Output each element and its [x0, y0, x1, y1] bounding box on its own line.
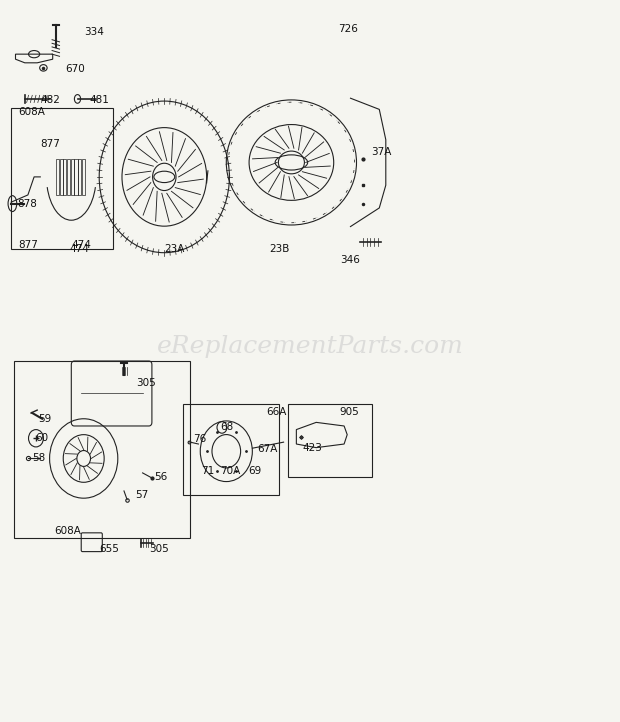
Text: 608A: 608A	[55, 526, 81, 536]
Text: 57: 57	[135, 490, 148, 500]
Text: 58: 58	[32, 453, 45, 464]
Text: 305: 305	[136, 378, 156, 388]
Text: 655: 655	[99, 544, 119, 554]
Text: 69: 69	[248, 466, 261, 476]
Text: 71: 71	[202, 466, 215, 476]
Text: 482: 482	[40, 95, 60, 105]
Text: 56: 56	[154, 471, 167, 482]
Text: 334: 334	[84, 27, 104, 38]
Text: 59: 59	[38, 414, 51, 424]
Text: 23B: 23B	[270, 244, 290, 254]
Text: 423: 423	[303, 443, 322, 453]
Text: 905: 905	[340, 406, 360, 417]
Text: 76: 76	[193, 434, 206, 444]
Text: 67A: 67A	[257, 444, 278, 454]
Text: 877: 877	[19, 240, 38, 251]
Text: 66A: 66A	[267, 406, 287, 417]
Text: 877: 877	[40, 139, 60, 149]
Text: 37A: 37A	[371, 147, 391, 157]
Text: 608A: 608A	[19, 107, 45, 117]
Text: 481: 481	[90, 95, 110, 105]
Text: 346: 346	[340, 255, 360, 265]
Text: 68: 68	[220, 422, 233, 432]
Text: 670: 670	[65, 64, 85, 74]
Text: 60: 60	[35, 433, 48, 443]
Text: 305: 305	[149, 544, 169, 554]
Text: 474: 474	[69, 244, 89, 254]
Text: 70A: 70A	[220, 466, 241, 476]
Text: 23A: 23A	[164, 244, 185, 254]
Text: 474: 474	[71, 240, 91, 251]
Text: eReplacementParts.com: eReplacementParts.com	[157, 335, 463, 358]
Text: 878: 878	[17, 199, 37, 209]
Text: 726: 726	[338, 24, 358, 34]
